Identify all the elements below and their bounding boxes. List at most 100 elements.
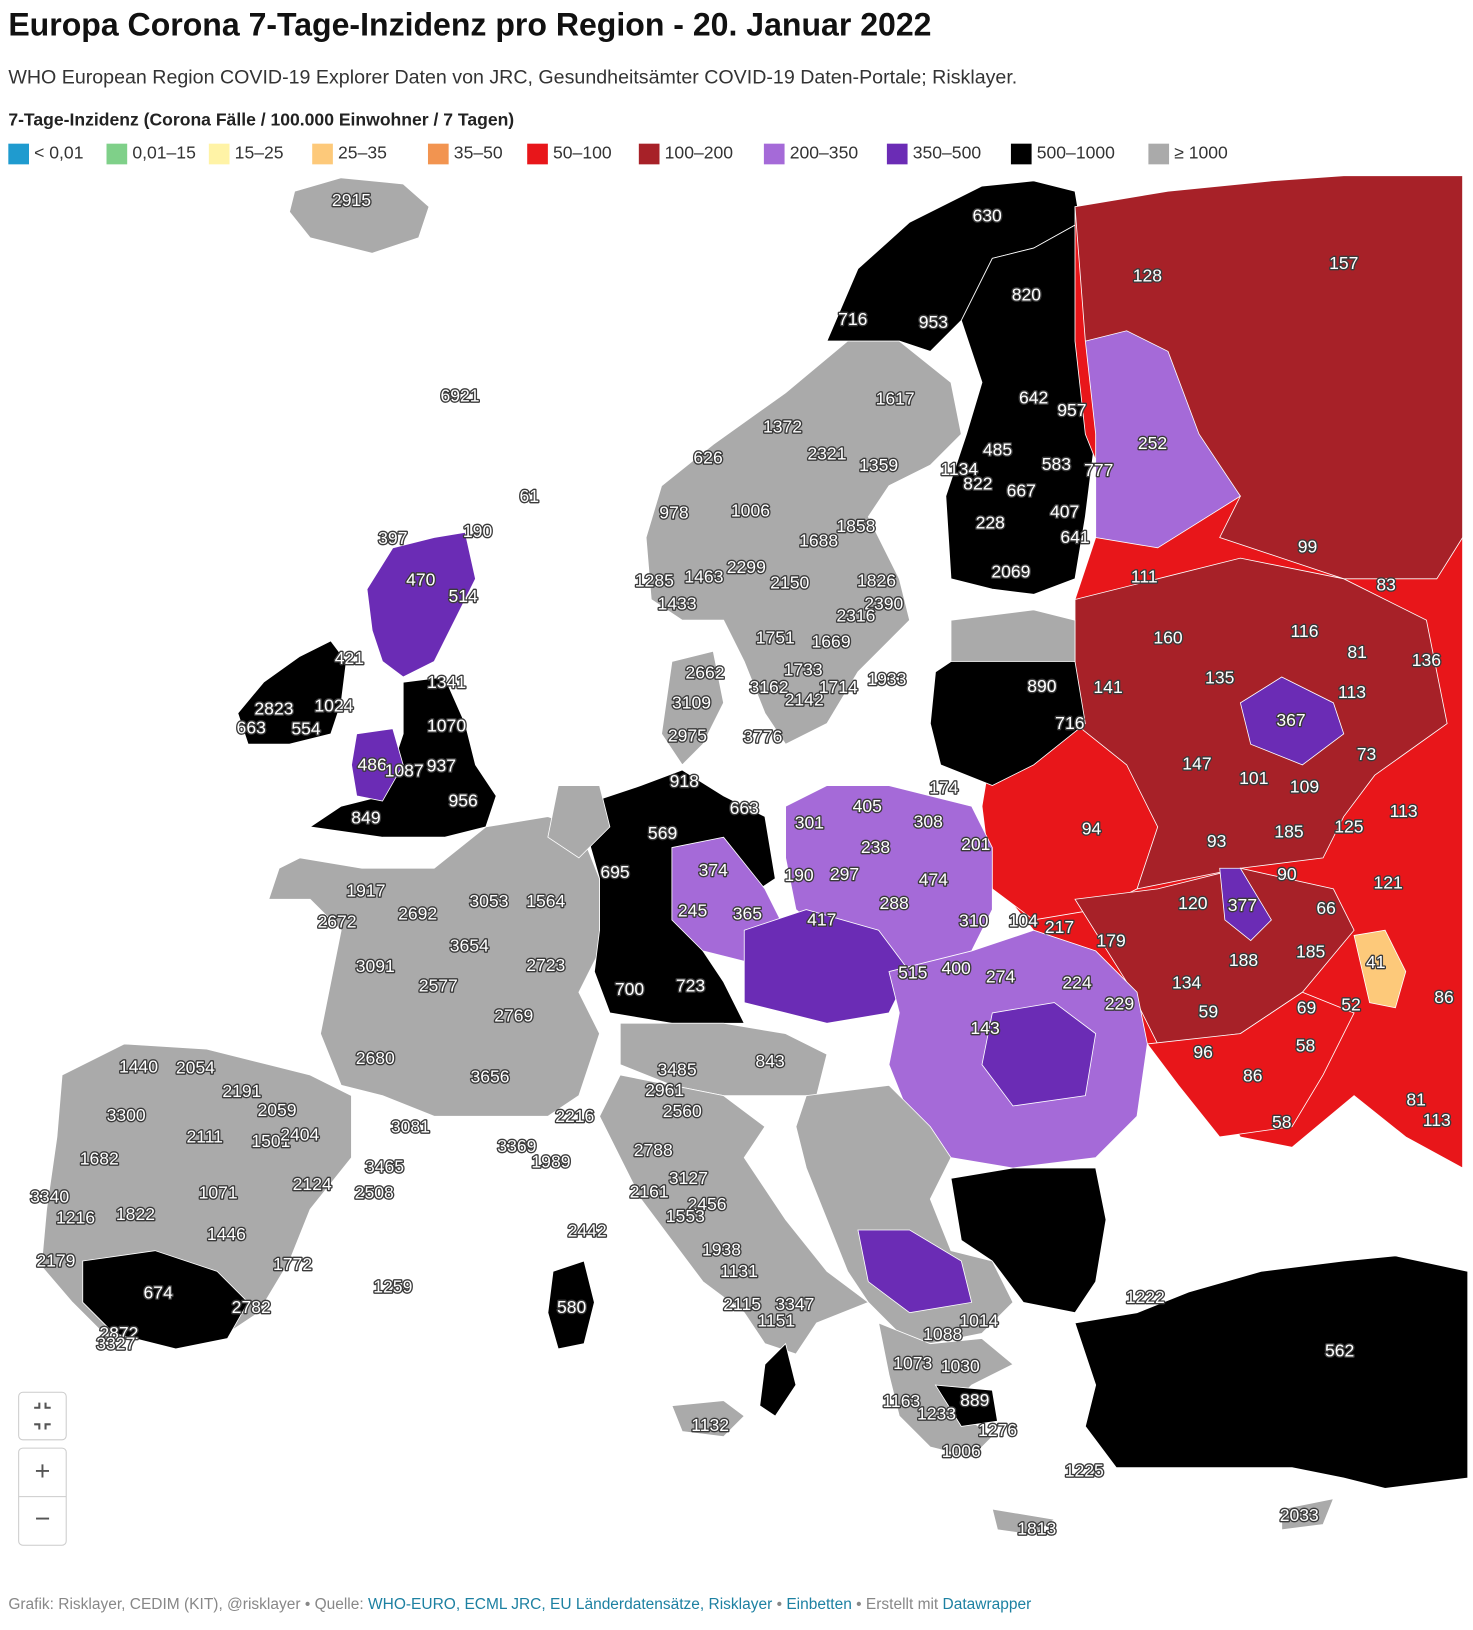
region-value: 1285: [635, 571, 674, 591]
fullscreen-button[interactable]: [18, 1391, 67, 1441]
region-value: 2769: [494, 1006, 533, 1026]
region-value: 2672: [317, 912, 356, 932]
region-value: 554: [291, 718, 321, 738]
region-value: 3465: [365, 1157, 404, 1177]
region-value: 1858: [836, 516, 875, 536]
land: [981, 1002, 1097, 1107]
land: [1084, 330, 1241, 549]
region-value: 1501: [251, 1131, 290, 1151]
region-value: 2442: [568, 1221, 607, 1241]
region-value: 2054: [176, 1057, 215, 1077]
region-value: 515: [898, 962, 928, 982]
region-value: 113: [1338, 682, 1366, 702]
region-value: 843: [755, 1051, 784, 1071]
region-value: 308: [914, 811, 943, 831]
region-value: 583: [1042, 454, 1071, 474]
region-value: 1216: [56, 1207, 95, 1227]
region-value: 174: [929, 777, 959, 797]
region-value: 889: [960, 1390, 989, 1410]
region-value: 374: [699, 860, 729, 880]
legend-swatch: [8, 143, 29, 165]
land: [351, 728, 404, 802]
legend-swatch: [427, 143, 449, 165]
legend-label: 50–100: [553, 143, 612, 163]
region-value: 1222: [1126, 1287, 1165, 1307]
credit: Grafik: Risklayer, CEDIM (KIT), @risklay…: [8, 1596, 300, 1613]
region-value: 229: [1105, 993, 1134, 1013]
region-value: 626: [693, 448, 722, 468]
fullscreen-icon: [34, 1402, 51, 1430]
region-value: 890: [1027, 676, 1057, 696]
legend-swatch: [208, 143, 230, 165]
legend-label: 500–1000: [1037, 143, 1115, 163]
region-value: 185: [1296, 942, 1326, 962]
region-value: 723: [676, 976, 705, 996]
region-value: 245: [678, 900, 708, 920]
region-value: 1276: [978, 1420, 1017, 1440]
region-value: 2179: [36, 1251, 75, 1271]
land: [1219, 867, 1272, 942]
region-value: 1617: [876, 389, 915, 409]
region-value: 2823: [254, 699, 293, 719]
region-value: 2680: [356, 1048, 395, 1068]
region-value: 822: [963, 473, 992, 493]
land: [759, 1342, 797, 1417]
region-value: 580: [557, 1297, 587, 1317]
region-value: 1751: [756, 627, 795, 647]
region-value: 849: [351, 807, 380, 827]
region-value: 1822: [116, 1204, 155, 1224]
region-value: 86: [1434, 987, 1454, 1007]
region-value: 2872: [99, 1323, 138, 1343]
region-value: 1259: [373, 1277, 412, 1297]
land: [857, 1229, 973, 1314]
embed-link[interactable]: Einbetten: [786, 1596, 852, 1613]
region-value: 642: [1019, 388, 1048, 408]
land: [671, 1400, 745, 1438]
land: [950, 609, 1076, 662]
region-value: 1440: [119, 1056, 158, 1076]
region-value: 136: [1412, 650, 1441, 670]
legend-swatch: [106, 143, 128, 165]
region-value: 1359: [859, 455, 898, 475]
region-value: 2115: [723, 1294, 761, 1314]
region-value: 113: [1423, 1110, 1451, 1130]
source-links[interactable]: WHO-EURO, ECML JRC, EU Länderdatensätze,…: [368, 1596, 772, 1613]
land: [645, 340, 962, 745]
region-value: 1030: [941, 1356, 980, 1376]
region-value: 1446: [207, 1224, 246, 1244]
region-value: 2033: [1280, 1505, 1319, 1525]
legend-swatch: [886, 143, 908, 165]
region-value: 1733: [784, 659, 823, 679]
region-value: 918: [670, 771, 699, 791]
zoom-out[interactable]: −: [35, 1504, 51, 1534]
region-value: 2161: [630, 1181, 669, 1201]
region-value: 2723: [526, 955, 565, 975]
region-value: 3776: [743, 727, 782, 747]
land: [82, 1250, 249, 1350]
region-value: 953: [919, 312, 948, 332]
region-value: 957: [1057, 400, 1086, 420]
legend-swatch: [763, 143, 785, 165]
region-value: 1682: [80, 1148, 119, 1168]
region-value: 157: [1329, 253, 1358, 273]
land: [743, 909, 911, 1024]
legend-label: 350–500: [913, 143, 982, 163]
region-value: 630: [972, 206, 1002, 226]
region-value: 81: [1347, 642, 1367, 662]
zoom-in[interactable]: +: [35, 1456, 51, 1486]
region-value: 94: [1082, 819, 1102, 839]
region-value: 59: [1199, 1002, 1219, 1022]
tool-link[interactable]: Datawrapper: [943, 1596, 1032, 1613]
region-value: 134: [1172, 973, 1202, 993]
region-value: 956: [448, 791, 477, 811]
region-value: 777: [1084, 460, 1113, 480]
region-value: 185: [1274, 822, 1304, 842]
region-value: 1024: [314, 696, 353, 716]
region-value: 1163: [882, 1391, 920, 1411]
legend-label: 25–35: [338, 143, 387, 163]
region-value: 2404: [280, 1125, 319, 1145]
region-value: 2124: [293, 1174, 332, 1194]
region-value: 3127: [669, 1168, 708, 1188]
